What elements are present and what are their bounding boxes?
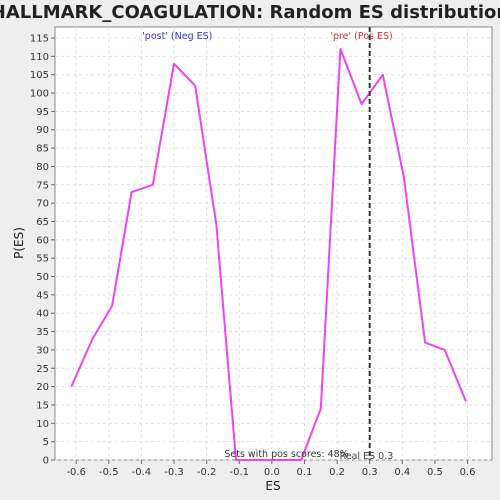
y-tick-label: 45 <box>36 290 49 301</box>
x-axis-label: ES <box>265 479 280 493</box>
x-tick-label: 0.0 <box>264 467 280 478</box>
y-tick-label: 5 <box>43 437 49 448</box>
y-tick-label: 10 <box>36 419 49 430</box>
x-tick-label: -0.2 <box>197 467 217 478</box>
pos-scores-label: Sets with pos scores: 48% <box>224 449 348 460</box>
y-tick-label: 105 <box>30 70 49 81</box>
y-tick-label: 25 <box>36 364 49 375</box>
y-tick-label: 80 <box>36 162 49 173</box>
y-tick-label: 75 <box>36 180 49 191</box>
y-axis-label: P(ES) <box>12 227 26 259</box>
y-tick-label: 60 <box>36 235 49 246</box>
x-tick-label: 0.3 <box>362 467 378 478</box>
y-tick-label: 35 <box>36 327 49 338</box>
y-tick-label: 115 <box>30 34 49 45</box>
x-tick-label: -0.3 <box>164 467 184 478</box>
y-tick-label: 30 <box>36 345 49 356</box>
x-tick-label: -0.6 <box>66 467 86 478</box>
x-tick-label: 0.6 <box>460 467 476 478</box>
y-tick-label: 110 <box>30 52 49 63</box>
pos-es-label: 'pre' (Pos ES) <box>330 31 392 42</box>
y-tick-label: 20 <box>36 382 49 393</box>
y-tick-label: 90 <box>36 125 49 136</box>
plot-area <box>55 27 492 460</box>
chart-title: HALLMARK_COAGULATION: Random ES distribu… <box>0 2 500 23</box>
x-tick-label: 0.4 <box>394 467 410 478</box>
y-tick-label: 85 <box>36 144 49 155</box>
x-tick-label: 0.2 <box>329 467 345 478</box>
x-tick-label: 0.5 <box>427 467 443 478</box>
y-tick-label: 70 <box>36 199 49 210</box>
y-tick-label: 100 <box>30 89 49 100</box>
y-tick-label: 65 <box>36 217 49 228</box>
y-tick-label: 55 <box>36 254 49 265</box>
y-tick-label: 95 <box>36 107 49 118</box>
x-tick-label: -0.5 <box>99 467 119 478</box>
x-tick-label: -0.4 <box>132 467 152 478</box>
y-tick-label: 15 <box>36 400 49 411</box>
real-es-label: Real ES 0.3 <box>340 451 394 462</box>
x-tick-label: -0.1 <box>229 467 249 478</box>
y-tick-label: 40 <box>36 309 49 320</box>
neg-es-label: 'post' (Neg ES) <box>142 31 212 42</box>
y-tick-label: 0 <box>43 456 49 467</box>
y-tick-label: 50 <box>36 272 49 283</box>
x-tick-label: 0.1 <box>297 467 313 478</box>
